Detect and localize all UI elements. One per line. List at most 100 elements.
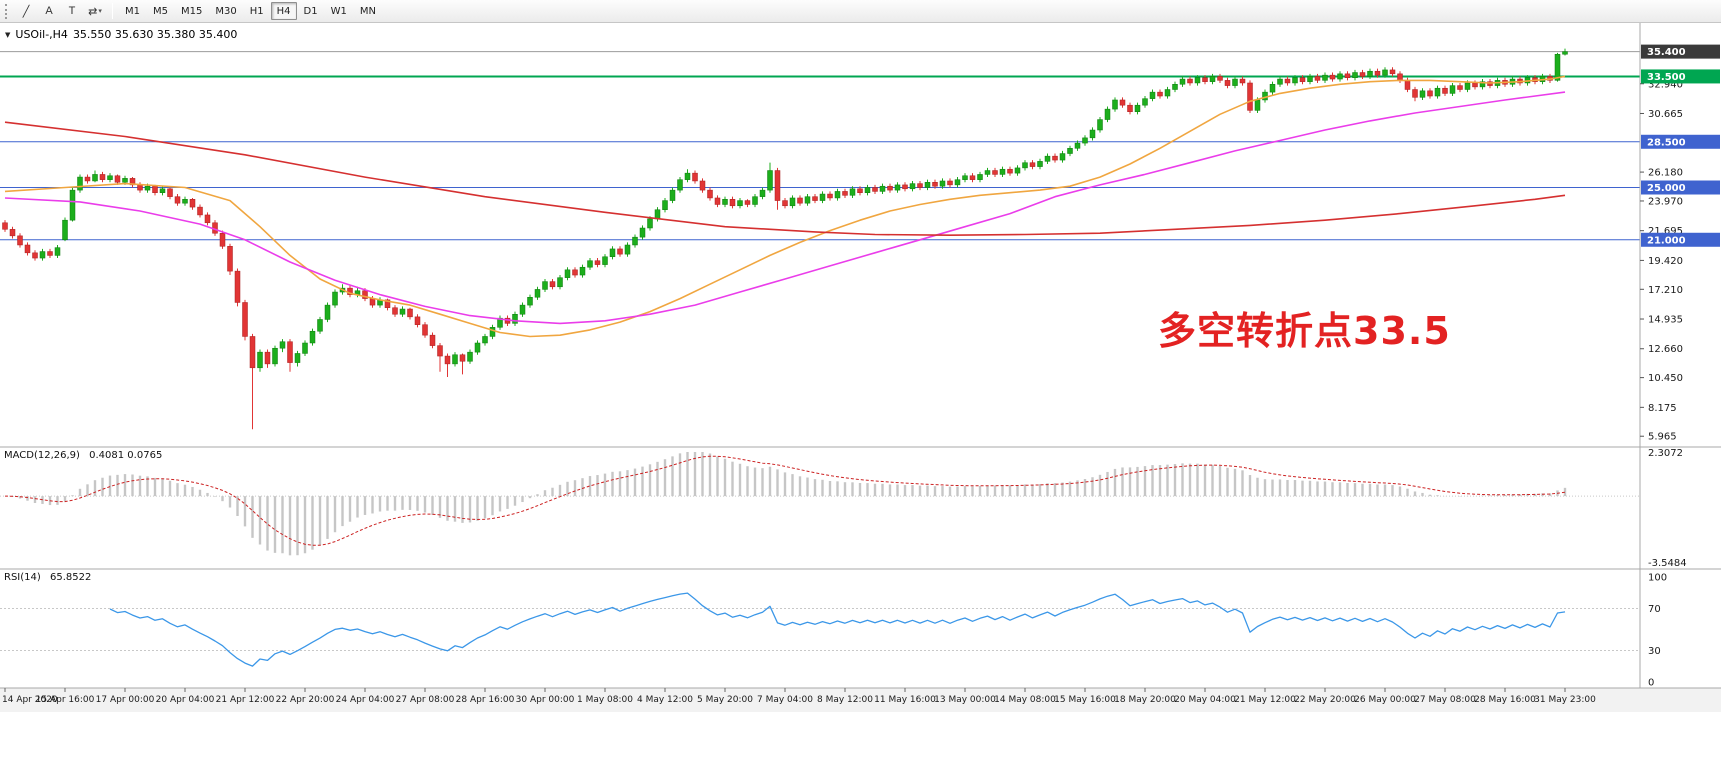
chevron-down-icon: ▾: [98, 8, 102, 15]
arrows-tool-button[interactable]: ⇄ ▾: [84, 2, 106, 21]
macd-histogram: [11, 452, 1567, 556]
time-label: 14 May 08:00: [994, 695, 1056, 705]
price-tick-label: 19.420: [1648, 256, 1683, 267]
time-label: 21 May 12:00: [1234, 695, 1296, 705]
rsi-axis-label: 0: [1648, 678, 1654, 689]
price-badge: [1641, 232, 1720, 247]
timeframe-h1-button[interactable]: H1: [244, 2, 270, 20]
price-badge-label: 28.500: [1647, 137, 1686, 148]
toolbar-separator: [112, 3, 113, 19]
price-badge: [1641, 180, 1720, 195]
price-tick-label: 21.695: [1648, 226, 1683, 237]
price-tick-label: 8.175: [1648, 403, 1677, 414]
time-label: 7 May 04:00: [757, 695, 813, 705]
time-label: 26 May 00:00: [1354, 695, 1416, 705]
price-badge-label: 35.400: [1647, 47, 1686, 58]
time-label: 27 May 08:00: [1414, 695, 1476, 705]
rsi-line: [109, 592, 1566, 667]
symbol-collapse-icon[interactable]: ▼: [5, 30, 11, 39]
toolbar-grip[interactable]: [5, 3, 9, 19]
label-tool-button[interactable]: T: [61, 2, 83, 21]
time-label: 28 May 16:00: [1474, 695, 1536, 705]
time-label: 20 Apr 04:00: [156, 695, 215, 705]
annotation-text: 多空转折点33.5: [1158, 309, 1451, 353]
price-tick-label: 14.935: [1648, 315, 1683, 326]
rsi-axis-label: 30: [1648, 646, 1661, 657]
time-label: 27 Apr 08:00: [396, 695, 455, 705]
price-tick-label: 12.660: [1648, 344, 1683, 355]
trendline-tool-button[interactable]: ╱: [15, 2, 37, 21]
time-label: 17 Apr 00:00: [96, 695, 155, 705]
time-label: 28 Apr 16:00: [456, 695, 515, 705]
time-label: 13 May 00:00: [934, 695, 996, 705]
rsi-axis-label: 70: [1648, 604, 1661, 615]
time-label: 31 May 23:00: [1534, 695, 1596, 705]
text-tool-icon: A: [45, 5, 53, 17]
price-badge-label: 25.000: [1647, 183, 1686, 194]
macd-axis-max-label: 2.3072: [1648, 448, 1683, 459]
time-label: 15 May 16:00: [1054, 695, 1116, 705]
price-badge: [1641, 69, 1720, 84]
symbol-period-label: USOil-,H4: [15, 28, 68, 41]
time-label: 15 Apr 16:00: [36, 695, 95, 705]
macd-values: 0.4081 0.0765: [89, 450, 163, 461]
ohlc-values: 35.550 35.630 35.380 35.400: [72, 28, 238, 41]
label-tool-icon: T: [68, 5, 76, 17]
time-label: 22 May 20:00: [1294, 695, 1356, 705]
macd-axis-min-label: -3.5484: [1648, 558, 1687, 569]
rsi-panel-header: RSI(14) 65.8522: [4, 572, 97, 583]
price-tick-label: 23.970: [1648, 196, 1683, 207]
overlay-ma-mid-magenta: [4, 91, 1566, 325]
price-tick-label: 32.940: [1648, 79, 1683, 90]
time-axis-strip[interactable]: [0, 688, 1721, 712]
price-badge: [1641, 134, 1720, 149]
chart-header: ▼ USOil-,H4 35.550 35.630 35.380 35.400: [5, 28, 237, 41]
time-label: 14 Apr 2020: [2, 695, 58, 705]
time-label: 8 May 12:00: [817, 695, 873, 705]
time-label: 5 May 20:00: [697, 695, 753, 705]
macd-label: MACD(12,26,9): [4, 450, 80, 461]
time-label: 20 May 04:00: [1174, 695, 1236, 705]
timeframe-m15-button[interactable]: M15: [175, 2, 208, 20]
macd-signal-line: [4, 455, 1566, 546]
time-label: 21 Apr 12:00: [216, 695, 275, 705]
timeframe-m1-button[interactable]: M1: [119, 2, 146, 20]
price-axis[interactable]: 32.940 30.665 26.180 23.970 21.695 19.420 17.2…: [1640, 44, 1720, 443]
time-label: 11 May 16:00: [874, 695, 936, 705]
rsi-axis-label: 100: [1648, 573, 1667, 584]
time-label: 22 Apr 20:00: [276, 695, 335, 705]
trendline-icon: ╱: [22, 5, 30, 18]
price-tick-label: 30.665: [1648, 109, 1683, 120]
macd-panel-header: MACD(12,26,9) 0.4081 0.0765: [4, 450, 168, 461]
time-label: 4 May 12:00: [637, 695, 693, 705]
time-label: 24 Apr 04:00: [336, 695, 395, 705]
overlay-ma-slow-red: [4, 121, 1566, 236]
price-tick-label: 10.450: [1648, 373, 1683, 384]
timeframe-m30-button[interactable]: M30: [209, 2, 242, 20]
rsi-label: RSI(14): [4, 572, 41, 583]
time-label: 30 Apr 00:00: [516, 695, 575, 705]
price-badge-label: 21.000: [1647, 235, 1686, 246]
overlay-ma-fast-orange: [4, 75, 1566, 338]
candles-layer[interactable]: [2, 48, 1568, 430]
timeframe-w1-button[interactable]: W1: [325, 2, 353, 20]
rsi-value: 65.8522: [49, 572, 92, 583]
price-badge-label: 33.500: [1647, 72, 1686, 83]
time-label: 18 May 20:00: [1114, 695, 1176, 705]
toolbar: ╱ A T ⇄ ▾ M1 M5 M15 M30 H1 H4 D1 W1 MN: [0, 0, 1721, 23]
horizontal-lines[interactable]: [0, 51, 1640, 241]
price-tick-label: 5.965: [1648, 432, 1677, 443]
price-badge: [1641, 44, 1720, 59]
text-tool-button[interactable]: A: [38, 2, 60, 21]
timeframe-mn-button[interactable]: MN: [354, 2, 382, 20]
price-tick-label: 17.210: [1648, 285, 1683, 296]
timeframe-m5-button[interactable]: M5: [147, 2, 174, 20]
arrows-icon: ⇄: [88, 5, 98, 18]
timeframe-d1-button[interactable]: D1: [298, 2, 324, 20]
price-tick-label: 26.180: [1648, 168, 1683, 179]
time-label: 1 May 08:00: [577, 695, 633, 705]
timeframe-h4-button[interactable]: H4: [270, 2, 297, 20]
